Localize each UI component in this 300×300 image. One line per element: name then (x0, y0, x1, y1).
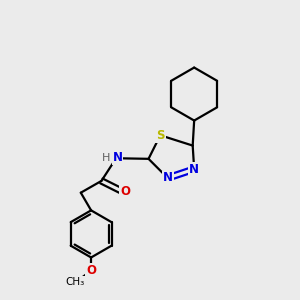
Text: O: O (120, 185, 130, 198)
Text: N: N (112, 151, 123, 164)
Text: H: H (102, 153, 110, 163)
Text: N: N (189, 163, 199, 176)
Text: S: S (156, 129, 165, 142)
Text: CH₃: CH₃ (65, 277, 85, 286)
Text: N: N (163, 172, 173, 184)
Text: O: O (86, 264, 96, 277)
